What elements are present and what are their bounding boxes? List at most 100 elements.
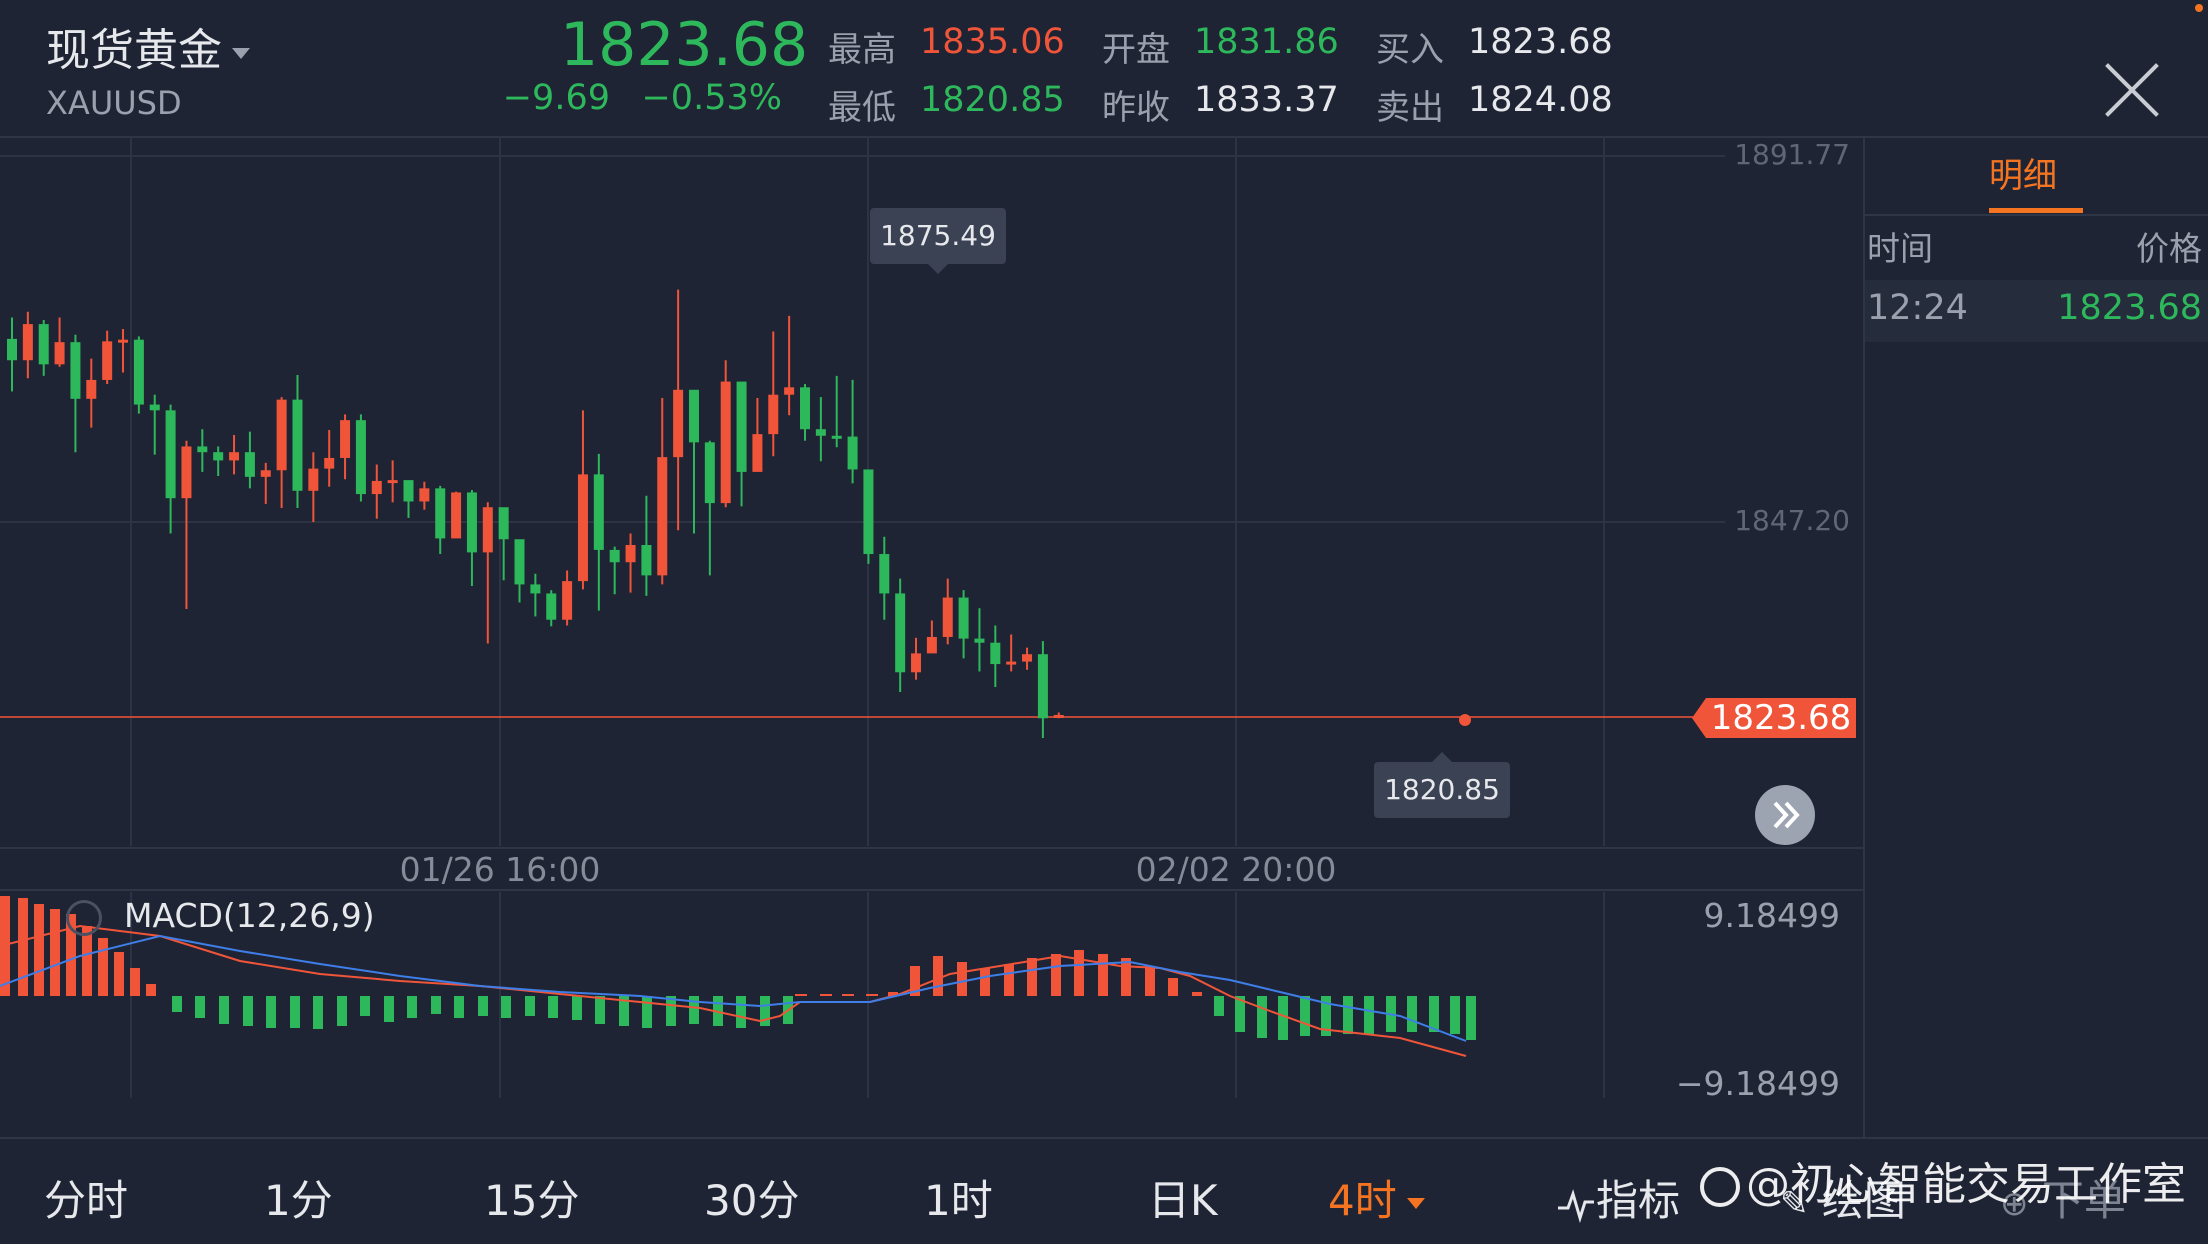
candle-body (752, 434, 763, 472)
ask-label: 卖出 (1376, 88, 1444, 128)
tab-30min[interactable]: 30分 (704, 1176, 800, 1225)
candle-body (165, 410, 176, 499)
tab-underline (1989, 208, 2083, 213)
chevron-down-icon (232, 47, 250, 59)
candle-body (387, 480, 398, 484)
candle-body (768, 394, 779, 435)
plus-circle-icon: ⊕ (2000, 1184, 2029, 1224)
indicator-button[interactable]: 指标 (1556, 1167, 1680, 1228)
prev-close-value: 1833.37 (1194, 80, 1339, 120)
candle-body (1022, 654, 1033, 662)
candle-body (276, 399, 287, 471)
tab-4hour-label: 4时 (1328, 1176, 1397, 1225)
candle-body (530, 584, 541, 594)
max-tip-pointer (928, 264, 948, 274)
tab-4hour[interactable]: 4时 (1328, 1167, 1425, 1228)
price-change-pct: −0.53% (641, 78, 782, 118)
candles (7, 289, 1064, 738)
row-price: 1823.68 (2057, 288, 2202, 328)
kline-chart[interactable] (0, 136, 1863, 1137)
table-row: 12:24 1823.68 (1865, 280, 2208, 342)
candle-body (815, 429, 826, 436)
candle-body (244, 452, 255, 477)
instrument-name: 现货黄金 (46, 25, 222, 76)
candle-body (451, 492, 462, 539)
indicator-label: 指标 (1596, 1176, 1681, 1225)
gear-icon[interactable] (66, 900, 102, 936)
side-panel: 明细 时间 价格 12:24 1823.68 (1865, 136, 2208, 1137)
tab-1min[interactable]: 1分 (264, 1176, 333, 1225)
min-price-tip: 1820.85 (1374, 762, 1510, 818)
macd-max-label: 9.18499 (1703, 896, 1840, 935)
candle-body (895, 593, 906, 673)
candle-body (673, 389, 684, 458)
candle-body (784, 387, 795, 395)
candle-body (22, 324, 33, 361)
current-price-dot (1459, 714, 1471, 726)
macd-dif-line (0, 924, 1467, 1057)
row-time: 12:24 (1867, 288, 1968, 328)
close-icon[interactable] (2100, 58, 2164, 122)
candle-body (625, 544, 636, 563)
candle-body (546, 593, 557, 620)
pen-icon: ✎ (1780, 1184, 1809, 1224)
candle-body (593, 474, 604, 550)
candle-body (324, 457, 335, 469)
candle-body (133, 339, 144, 405)
tab-detail[interactable]: 明细 (1989, 156, 2057, 196)
open-value: 1831.86 (1194, 22, 1339, 62)
candle-body (974, 638, 985, 643)
candle-body (181, 446, 192, 499)
candle-body (435, 488, 446, 539)
high-value: 1835.06 (920, 22, 1065, 62)
candle-body (736, 381, 747, 472)
max-price-tip: 1875.49 (870, 208, 1006, 264)
candle-body (641, 544, 652, 576)
high-label: 最高 (828, 30, 896, 70)
candle-body (403, 480, 414, 502)
tab-daily[interactable]: 日K (1148, 1176, 1218, 1225)
candle-body (213, 452, 224, 461)
candle-body (54, 342, 65, 365)
candle-body (38, 324, 49, 365)
candle-body (704, 442, 715, 504)
candle-body (942, 597, 953, 637)
candle-body (229, 452, 240, 461)
candle-body (102, 341, 113, 380)
candle-body (688, 389, 699, 443)
col-time-header: 时间 (1867, 229, 1933, 268)
draw-label: 绘图 (1821, 1176, 1906, 1225)
candle-body (911, 653, 922, 673)
candle-body (1037, 654, 1048, 719)
logo-icon (1700, 1167, 1740, 1207)
candle-body (7, 338, 17, 361)
candle-body (926, 636, 937, 654)
macd-label: MACD(12,26,9) (124, 896, 375, 935)
double-chevron-right-icon (1773, 801, 1800, 829)
instrument-selector[interactable]: 现货黄金 (46, 14, 250, 78)
candle-body (118, 339, 129, 343)
watermark-text: @初心智能交易工作室 (1746, 1159, 2186, 1210)
ask-value: 1824.08 (1468, 80, 1613, 120)
x-label-1: 01/26 16:00 (399, 850, 601, 889)
tab-1hour[interactable]: 1时 (924, 1176, 993, 1225)
tab-15min[interactable]: 15分 (484, 1176, 580, 1225)
axis-label-mid: 1847.20 (1734, 504, 1850, 537)
fast-forward-button[interactable] (1755, 785, 1815, 845)
side-panel-divider (1863, 136, 1865, 1137)
notification-dot (2195, 4, 2203, 12)
tab-timeshare[interactable]: 分时 (44, 1176, 129, 1225)
draw-button[interactable]: ✎ 绘图 (1780, 1167, 1906, 1228)
order-button[interactable]: ⊕ 下单 (2000, 1167, 2126, 1228)
candle-body (292, 399, 303, 491)
instrument-symbol: XAUUSD (46, 84, 182, 122)
bid-label: 买入 (1376, 30, 1444, 70)
candle-body (879, 554, 890, 594)
candle-body (831, 435, 842, 439)
pulse-icon (1558, 1188, 1594, 1223)
col-price-header: 价格 (2136, 229, 2202, 268)
tab-divider (1865, 214, 2208, 216)
macd-dea-line (0, 934, 1467, 1042)
candle-body (847, 436, 858, 470)
candle-body (70, 342, 81, 399)
